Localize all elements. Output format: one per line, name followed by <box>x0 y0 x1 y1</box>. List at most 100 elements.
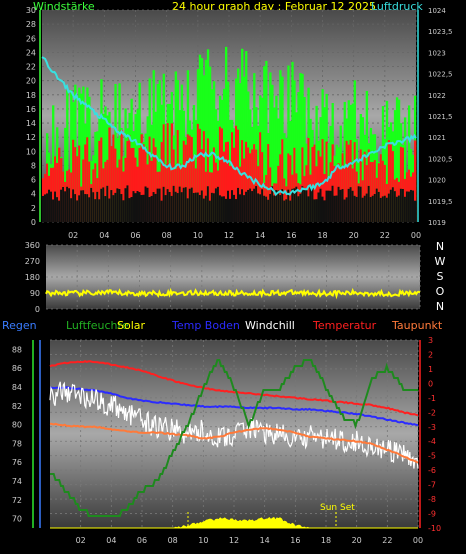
hour-tick-label: 00 <box>411 231 421 240</box>
hour-tick-label: 08 <box>162 231 172 240</box>
temperature-tick-label: 0 <box>428 379 433 388</box>
wind-gust-bar <box>96 131 99 222</box>
wind-avg-bar <box>249 153 252 222</box>
pressure-tick-label: 1019 <box>428 219 446 227</box>
hour-tick-label: 22 <box>382 536 392 545</box>
wind-base-bar <box>176 193 180 222</box>
wind-gust-bar <box>80 93 83 222</box>
pressure-tick-label: 1021 <box>428 134 446 142</box>
wind-gust-bar <box>245 51 248 222</box>
temperature-y-axis: 3 2 1 0 -1 -2 -3 -4 -5 -6 -7 -8 -9 -10 <box>428 336 441 533</box>
wind-base-bar <box>60 189 63 222</box>
wind-base-bar <box>214 188 218 222</box>
wind-avg-bar <box>120 129 123 222</box>
series-line-luftfeuchte <box>50 359 418 517</box>
wind-base-bar <box>148 197 151 222</box>
wind-avg-bar <box>241 140 244 222</box>
wind-gust-bar <box>52 105 55 222</box>
wind-base-bar <box>76 200 79 222</box>
wind-base-bar <box>381 196 385 222</box>
wind-avg-bar <box>343 167 346 222</box>
direction-y-axis: 0 90 180 270 360 <box>25 241 40 314</box>
wind-avg-bar <box>235 125 238 222</box>
wind-base-bar <box>325 190 328 222</box>
wind-base-bar <box>222 196 226 222</box>
wind-gust-bar <box>361 117 365 222</box>
wind-gust-bar <box>82 86 85 223</box>
pressure-axis-title: Luftdruck <box>371 0 423 13</box>
wind-gust-bar <box>403 117 407 222</box>
wind-avg-bar <box>321 139 324 222</box>
temperature-tick-label: -3 <box>428 423 436 432</box>
wind-base-bar <box>118 189 121 222</box>
wind-avg-bar <box>134 157 137 222</box>
wind-base-bar <box>301 186 304 222</box>
temperature-tick-label: -9 <box>428 510 436 519</box>
wind-gust-bar <box>295 112 298 222</box>
wind-avg-bar <box>188 135 192 222</box>
wind-base-bar <box>311 186 314 222</box>
wind-gust-bar <box>299 72 302 223</box>
hour-tick-label: 08 <box>168 536 178 545</box>
wind-gust-bar <box>323 107 326 222</box>
wind-gust-bar <box>174 71 178 223</box>
compass-label: O <box>436 285 445 298</box>
wind-gust-bar <box>265 60 268 223</box>
wind-base-bar <box>317 192 320 222</box>
wind-base-bar <box>291 188 294 222</box>
wind-base-bar <box>52 199 55 222</box>
wind-base-bar <box>160 200 163 222</box>
wind-avg-bar <box>331 144 334 222</box>
wind-tick-label: 10 <box>26 147 36 156</box>
wind-base-bar <box>186 198 190 222</box>
wind-avg-bar <box>237 129 240 222</box>
wind-gust-bar <box>208 66 212 222</box>
wind-base-bar <box>62 187 65 222</box>
humidity-tick-label: 76 <box>12 458 22 467</box>
wind-base-bar <box>166 189 169 222</box>
wind-base-bar <box>114 192 117 222</box>
wind-base-bar <box>237 187 240 222</box>
wind-avg-bar <box>88 161 91 222</box>
wind-base-bar <box>361 197 365 222</box>
wind-base-bar <box>255 186 258 222</box>
wind-base-bar <box>136 191 139 222</box>
wind-base-bar <box>112 195 115 222</box>
wind-base-bar <box>178 186 182 222</box>
wind-tick-label: 30 <box>26 6 36 15</box>
wind-base-bar <box>220 196 224 222</box>
wind-base-bar <box>395 196 399 222</box>
wind-base-bar <box>349 187 352 222</box>
wind-base-bar <box>299 193 302 222</box>
wind-gust-bar <box>70 90 73 222</box>
hour-tick-label: 20 <box>349 231 359 240</box>
legend-temperatur: Temperatur <box>312 319 377 332</box>
wind-gust-bar <box>204 59 208 223</box>
wind-avg-bar <box>150 160 153 222</box>
wind-base-bar <box>369 197 373 222</box>
wind-avg-bar <box>144 147 147 222</box>
wind-avg-bar <box>70 172 73 222</box>
wind-base-bar <box>100 188 103 222</box>
wind-base-bar <box>353 195 356 222</box>
wind-base-bar <box>275 190 278 222</box>
wind-avg-bar <box>162 124 165 222</box>
wind-avg-bar <box>379 154 383 222</box>
wind-avg-bar <box>391 151 395 222</box>
humidity-tick-label: 78 <box>12 439 22 448</box>
wind-avg-bar <box>212 147 216 222</box>
hour-tick-label: 18 <box>321 536 331 545</box>
wind-base-bar <box>98 199 101 222</box>
wind-base-bar <box>154 193 157 222</box>
wind-gust-bar <box>315 105 318 222</box>
wind-gust-bar <box>156 84 159 222</box>
wind-base-bar <box>74 194 77 222</box>
wind-base-bar <box>263 195 266 222</box>
wind-avg-bar <box>347 144 350 222</box>
wind-base-bar <box>243 195 246 222</box>
wind-base-bar <box>401 188 405 222</box>
wind-base-bar <box>365 193 369 222</box>
wind-base-bar <box>94 199 97 222</box>
wind-base-bar <box>66 186 69 222</box>
